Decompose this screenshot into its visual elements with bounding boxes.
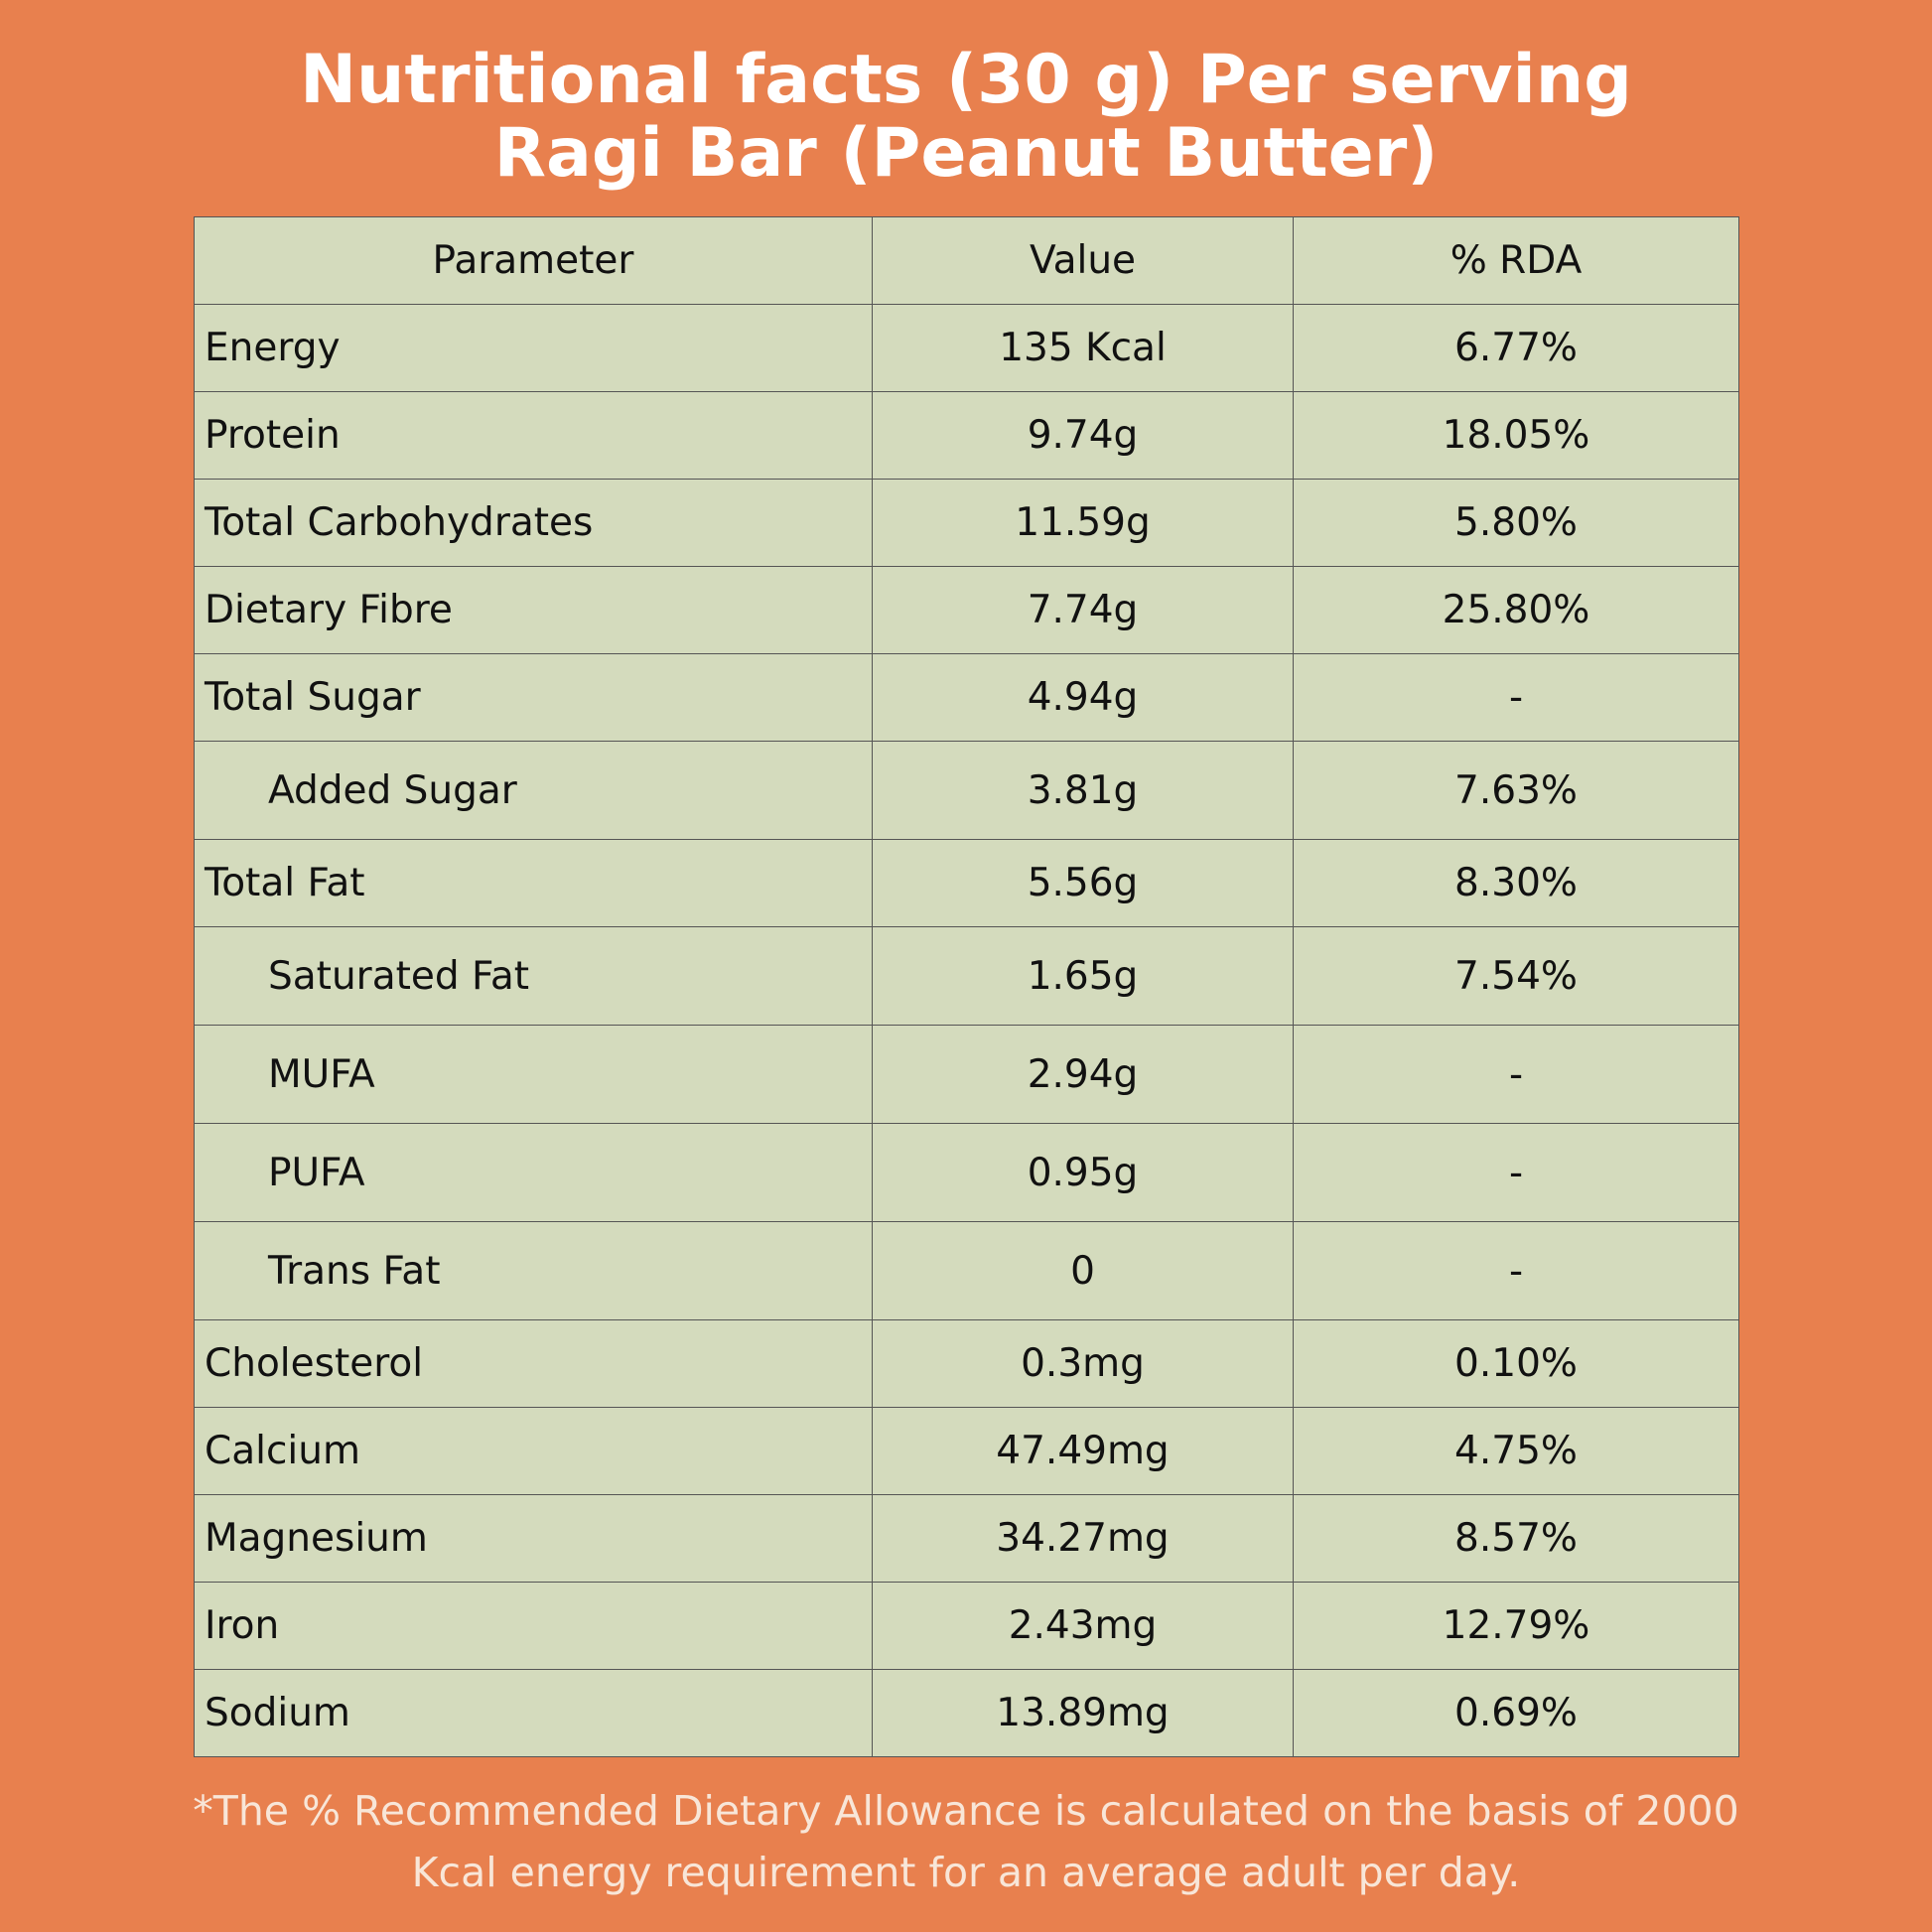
table-row: Calcium 47.49mg 4.75% <box>194 1407 1739 1495</box>
title-line: Ragi Bar (Peanut Butter) <box>493 114 1439 193</box>
parameter-cell: Iron <box>194 1582 873 1670</box>
value-cell: 0.3mg <box>872 1319 1294 1408</box>
value-cell: 5.56g <box>872 839 1294 927</box>
table-row: Energy 135 Kcal 6.77% <box>194 304 1739 392</box>
rda-cell: 8.30% <box>1293 839 1739 927</box>
table-row: Cholesterol 0.3mg 0.10% <box>194 1319 1739 1408</box>
footnote-line: Kcal energy requirement for an average a… <box>411 1849 1521 1896</box>
rda-cell: 7.63% <box>1293 741 1739 840</box>
parameter-cell: Trans Fat <box>194 1221 873 1320</box>
table-row: Iron 2.43mg 12.79% <box>194 1582 1739 1670</box>
header-row: Parameter Value% RDA <box>194 216 1739 305</box>
nutrition-table: Parameter Value% RDA Energy 135 Kcal 6.77% P… <box>194 216 1739 1757</box>
column-header: Parameter <box>194 216 873 305</box>
table-row: Total Fat 5.56g 8.30% <box>194 839 1739 927</box>
parameter-cell: Total Carbohydrates <box>194 479 873 567</box>
rda-cell: - <box>1293 1123 1739 1222</box>
footnote-line: *The % Recommended Dietary Allowance is … <box>193 1787 1739 1835</box>
parameter-cell: Magnesium <box>194 1494 873 1583</box>
rda-cell: - <box>1293 1221 1739 1320</box>
parameter-cell: Saturated Fat <box>194 926 873 1026</box>
rda-cell: 25.80% <box>1293 566 1739 654</box>
table-row: Added Sugar 3.81g 7.63% <box>194 741 1739 840</box>
rda-cell: 8.57% <box>1293 1494 1739 1583</box>
value-cell: 0 <box>872 1221 1294 1320</box>
table-row: Magnesium 34.27mg 8.57% <box>194 1494 1739 1583</box>
value-cell: 34.27mg <box>872 1494 1294 1583</box>
table-row: Sodium 13.89mg 0.69% <box>194 1669 1739 1757</box>
value-cell: 13.89mg <box>872 1669 1294 1757</box>
table-row: PUFA 0.95g - <box>194 1123 1739 1222</box>
parameter-cell: Cholesterol <box>194 1319 873 1408</box>
rda-cell: 0.69% <box>1293 1669 1739 1757</box>
value-cell: 2.43mg <box>872 1582 1294 1670</box>
value-cell: 3.81g <box>872 741 1294 840</box>
parameter-cell: PUFA <box>194 1123 873 1222</box>
value-cell: 1.65g <box>872 926 1294 1026</box>
parameter-cell: Sodium <box>194 1669 873 1757</box>
table-row: Total Carbohydrates 11.59g 5.80% <box>194 479 1739 567</box>
rda-cell: 18.05% <box>1293 391 1739 480</box>
parameter-cell: Added Sugar <box>194 741 873 840</box>
value-cell: 2.94g <box>872 1025 1294 1124</box>
rda-cell: - <box>1293 653 1739 742</box>
value-cell: 9.74g <box>872 391 1294 480</box>
value-cell: 11.59g <box>872 479 1294 567</box>
value-cell: 4.94g <box>872 653 1294 742</box>
rda-cell: 7.54% <box>1293 926 1739 1026</box>
rda-cell: 6.77% <box>1293 304 1739 392</box>
rda-cell: 5.80% <box>1293 479 1739 567</box>
table-row: Saturated Fat 1.65g 7.54% <box>194 926 1739 1026</box>
parameter-cell: Dietary Fibre <box>194 566 873 654</box>
column-header: Value <box>872 216 1294 305</box>
column-header: % RDA <box>1293 216 1739 305</box>
parameter-cell: Total Fat <box>194 839 873 927</box>
parameter-cell: Protein <box>194 391 873 480</box>
value-cell: 0.95g <box>872 1123 1294 1222</box>
rda-cell: 12.79% <box>1293 1582 1739 1670</box>
table-row: Total Sugar 4.94g - <box>194 653 1739 742</box>
title-line: Nutritional facts (30 g) Per serving <box>300 41 1632 119</box>
table-row: Protein 9.74g 18.05% <box>194 391 1739 480</box>
parameter-cell: Total Sugar <box>194 653 873 742</box>
table-row: MUFA 2.94g - <box>194 1025 1739 1124</box>
parameter-cell: MUFA <box>194 1025 873 1124</box>
rda-cell: 4.75% <box>1293 1407 1739 1495</box>
parameter-cell: Energy <box>194 304 873 392</box>
value-cell: 135 Kcal <box>872 304 1294 392</box>
table-row: Dietary Fibre 7.74g 25.80% <box>194 566 1739 654</box>
value-cell: 47.49mg <box>872 1407 1294 1495</box>
rda-cell: 0.10% <box>1293 1319 1739 1408</box>
value-cell: 7.74g <box>872 566 1294 654</box>
parameter-cell: Calcium <box>194 1407 873 1495</box>
rda-cell: - <box>1293 1025 1739 1124</box>
table-row: Trans Fat 0- <box>194 1221 1739 1320</box>
